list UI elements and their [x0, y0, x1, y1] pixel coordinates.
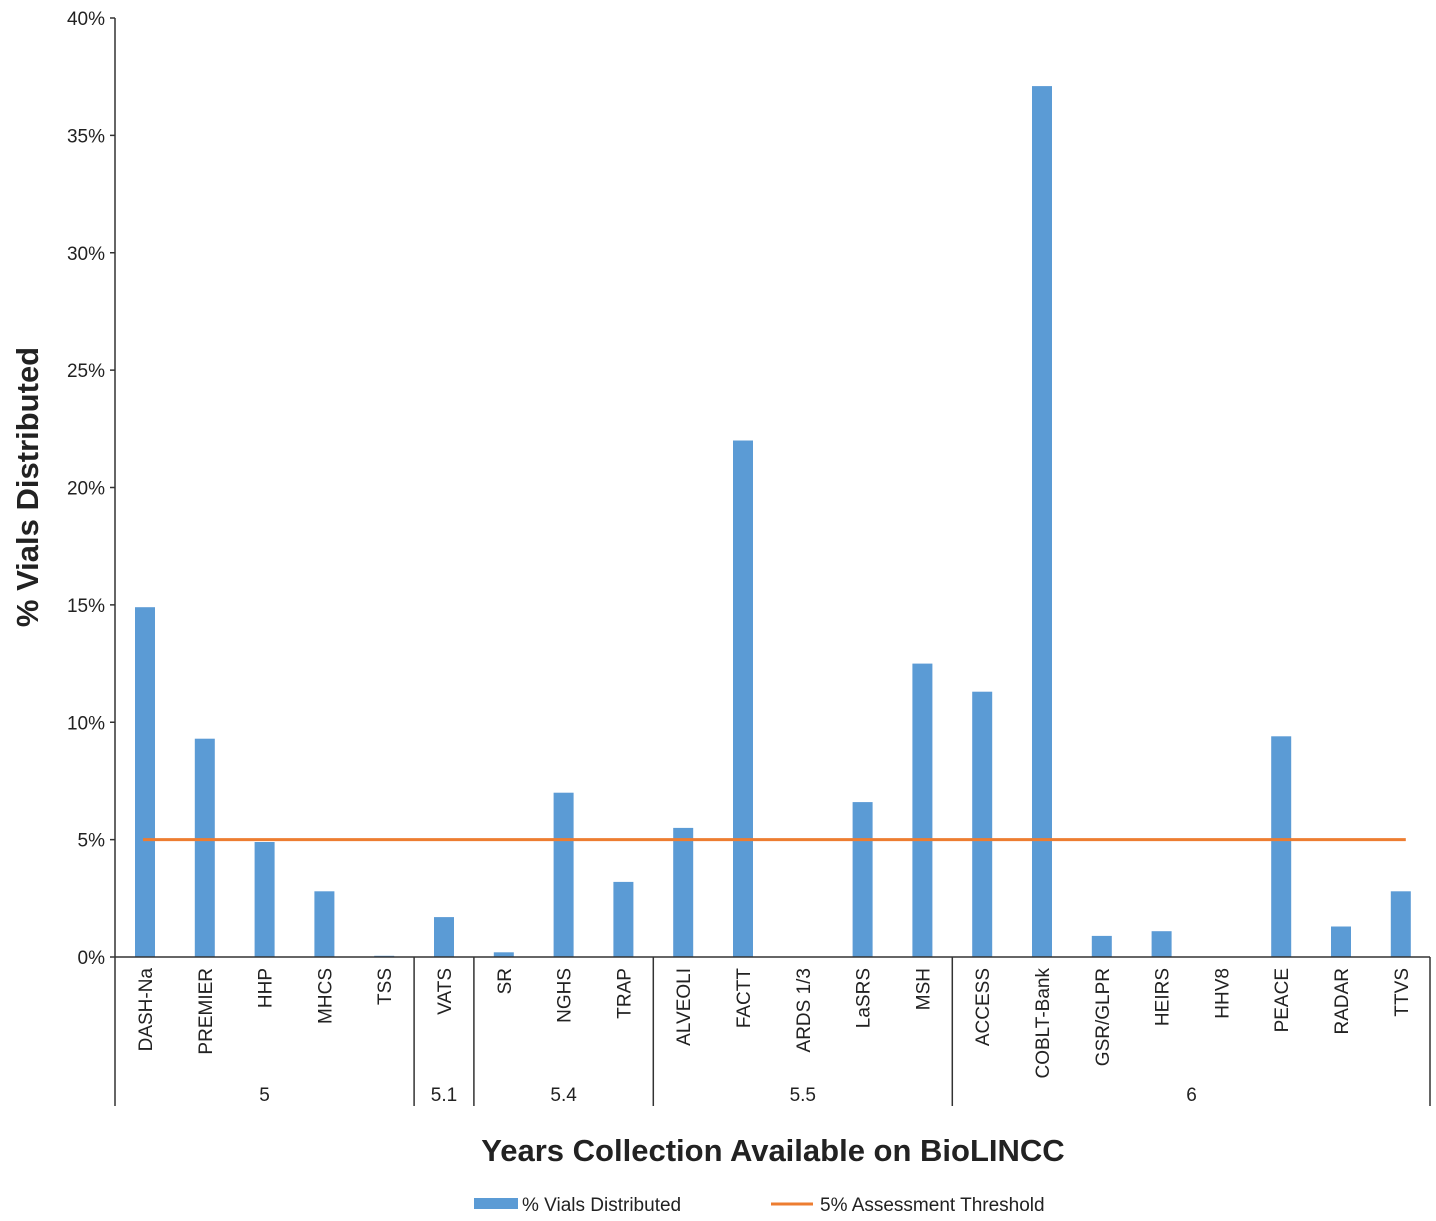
category-label: HHP	[256, 968, 277, 1008]
y-tick-label: 10%	[67, 713, 105, 734]
legend-label-threshold: 5% Assessment Threshold	[820, 1195, 1045, 1216]
category-label: PEACE	[1272, 968, 1293, 1032]
category-label: ALVEOLI	[674, 968, 695, 1046]
category-label: VATS	[435, 968, 456, 1015]
y-tick-label: 35%	[67, 126, 105, 147]
bar-access	[972, 691, 993, 957]
category-label: HHV8	[1212, 968, 1233, 1019]
category-label: ACCESS	[973, 968, 994, 1046]
y-tick-label: 40%	[67, 9, 105, 30]
bar-lasrs	[852, 802, 873, 957]
x-axis-title: Years Collection Available on BioLINCC	[481, 1133, 1064, 1168]
category-label: MSH	[913, 968, 934, 1010]
bar-factt	[733, 440, 753, 957]
group-label: 5	[259, 1085, 270, 1106]
y-tick-label: 5%	[78, 831, 106, 852]
bar-alveoli	[673, 827, 694, 957]
category-label: COBLT-Bank	[1033, 968, 1054, 1079]
bar-radar	[1331, 926, 1351, 957]
y-axis-title: % Vials Distributed	[10, 347, 45, 627]
category-label: TRAP	[614, 968, 635, 1019]
category-label: SR	[495, 968, 516, 994]
category-label: FACTT	[734, 968, 755, 1029]
bar-premier	[194, 738, 215, 957]
bar-trap	[613, 881, 634, 957]
legend: % Vials Distributed 5% Assessment Thresh…	[474, 1195, 1045, 1216]
legend-label-vials: % Vials Distributed	[522, 1195, 681, 1216]
category-label: DASH-Na	[136, 968, 157, 1052]
bar-mhcs	[314, 891, 335, 957]
category-label: PREMIER	[196, 968, 217, 1055]
bar-gsr-glpr	[1091, 935, 1112, 957]
bar-nghs	[553, 792, 574, 957]
bar-heirs	[1151, 931, 1172, 957]
category-label: TTVS	[1392, 968, 1413, 1017]
y-tick-label: 25%	[67, 361, 105, 382]
y-tick-label: 20%	[67, 479, 105, 500]
category-label: MHCS	[315, 968, 336, 1024]
bar-ttvs	[1390, 891, 1411, 957]
y-tick-label: 30%	[67, 244, 105, 265]
category-label: RADAR	[1332, 968, 1353, 1035]
category-label: HEIRS	[1153, 968, 1174, 1026]
bar-vats	[434, 917, 454, 957]
bar-coblt-bank	[1032, 86, 1052, 958]
group-label: 6	[1186, 1085, 1197, 1106]
bar-sr	[493, 952, 514, 957]
group-label: 5.4	[550, 1085, 577, 1106]
category-label: GSR/GLPR	[1093, 968, 1114, 1066]
bar-msh	[912, 663, 933, 957]
category-label: NGHS	[555, 968, 576, 1023]
y-tick-label: 0%	[78, 948, 106, 969]
category-label: ARDS 1/3	[794, 968, 815, 1052]
bar-dash-na	[135, 607, 155, 957]
category-label: TSS	[375, 968, 396, 1005]
legend-swatch-vials	[474, 1198, 518, 1209]
category-label: LaSRS	[854, 968, 875, 1028]
group-label: 5.5	[790, 1085, 816, 1106]
group-label: 5.1	[431, 1085, 457, 1106]
bar-hhp	[254, 842, 275, 957]
y-tick-label: 15%	[67, 596, 105, 617]
bar-peace	[1271, 736, 1292, 957]
